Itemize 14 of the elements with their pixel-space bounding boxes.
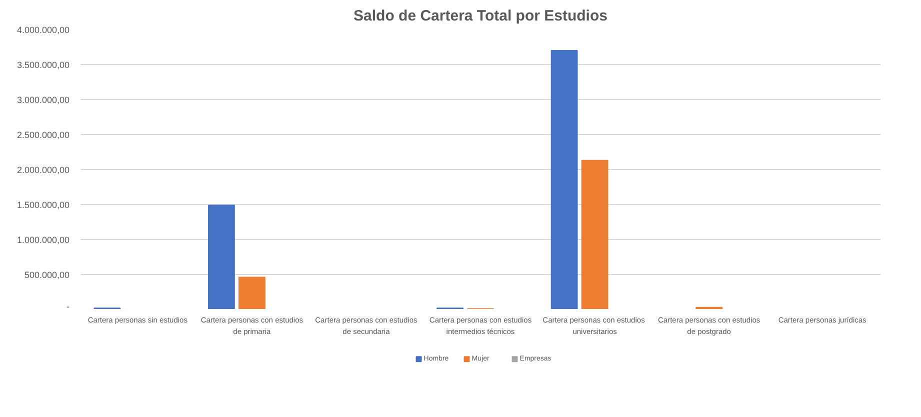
- bar: [581, 160, 608, 309]
- y-tick-label: 1.500.000,00: [16, 200, 70, 210]
- bar: [238, 276, 266, 309]
- y-tick-label: -: [66, 302, 70, 312]
- y-tick-label: 2.500.000,00: [16, 130, 70, 140]
- bar: [550, 50, 578, 309]
- y-tick-label: 1.000.000,00: [16, 235, 70, 245]
- chart-title: Saldo de Cartera Total por Estudios: [354, 8, 608, 24]
- y-tick-label: 3.500.000,00: [16, 60, 70, 70]
- y-tick-label: 3.000.000,00: [16, 95, 70, 105]
- bar: [208, 204, 235, 309]
- y-tick-label: 2.000.000,00: [16, 165, 70, 175]
- y-tick-label: 500.000,00: [24, 270, 70, 280]
- y-tick-label: 4.000.000,00: [16, 25, 70, 35]
